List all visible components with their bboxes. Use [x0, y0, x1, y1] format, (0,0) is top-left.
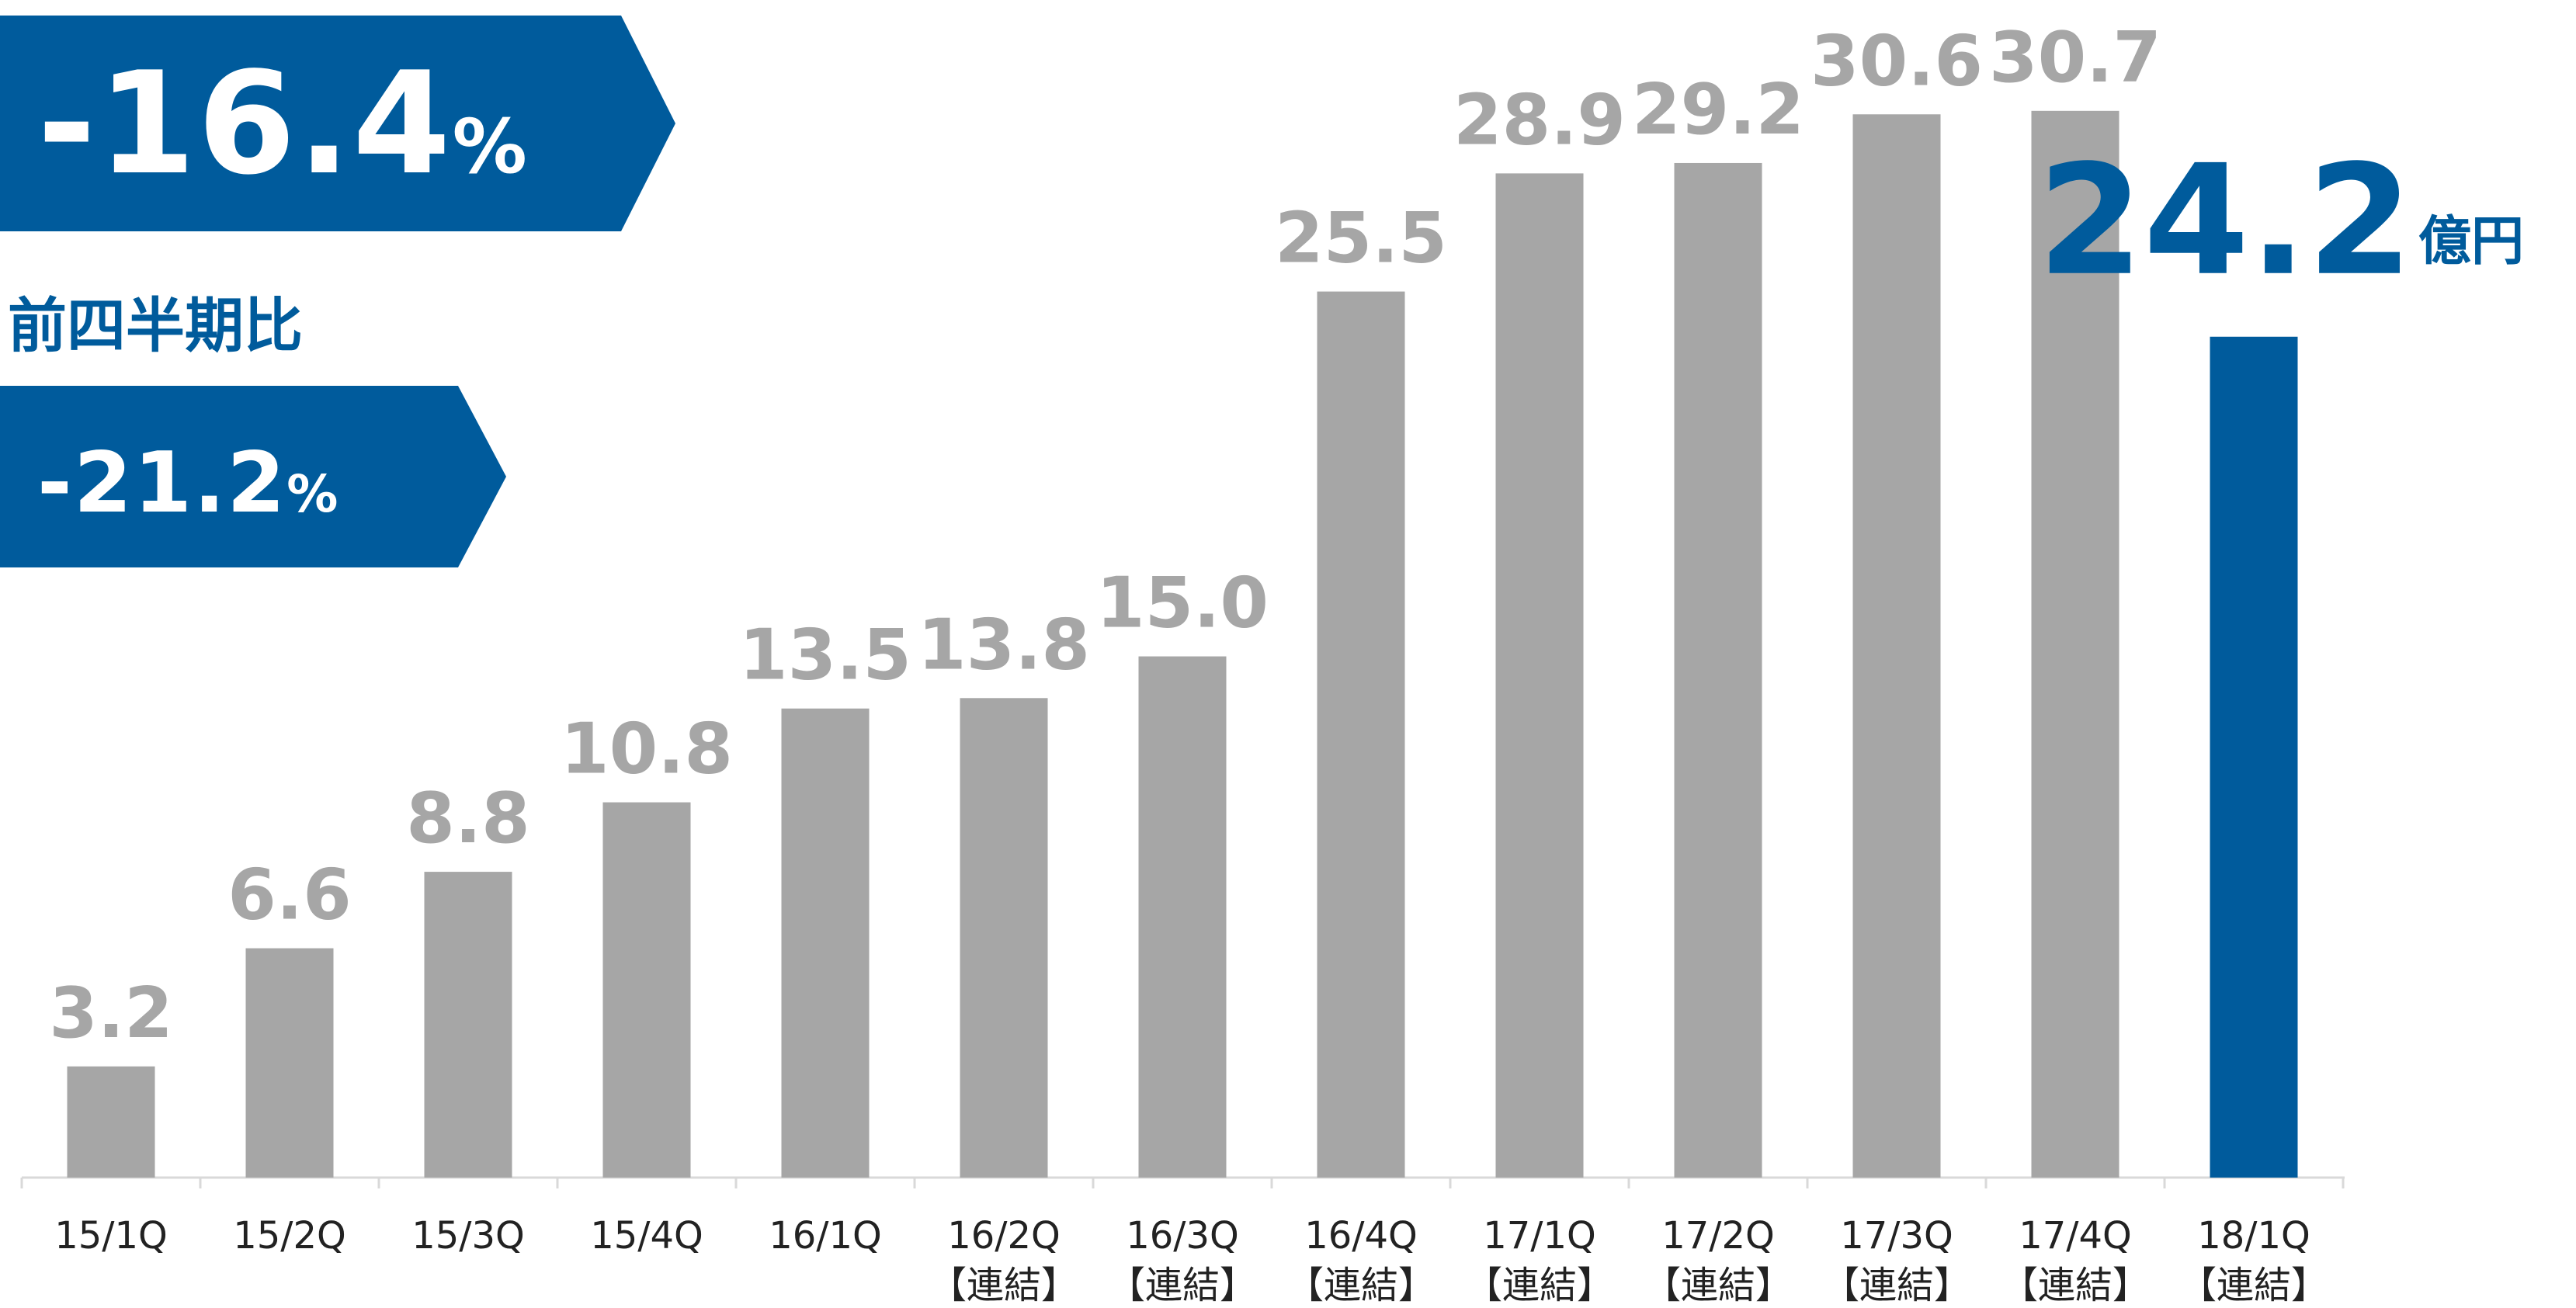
x-tick-label: 16/1Q: [769, 1214, 882, 1258]
bar: [781, 708, 870, 1178]
quarter-change-banner: -16.4%: [0, 16, 675, 231]
comparison-change-banner: -21.2%: [0, 386, 506, 567]
bar: [2210, 336, 2298, 1178]
comparison-label: 前四半期比: [8, 291, 303, 360]
bar-value-label: 10.8: [561, 709, 733, 790]
x-tick-label: 17/4Q: [2019, 1214, 2132, 1258]
bar-value-label: 30.6: [1810, 20, 1983, 102]
quarter-change-value-text: -16.4%: [37, 53, 529, 217]
x-tick-label: 15/4Q: [590, 1214, 703, 1258]
bar-value-label: 6.6: [227, 855, 351, 936]
x-tick-label: 17/3Q: [1840, 1214, 1953, 1258]
x-tick-label: 16/4Q: [1304, 1214, 1418, 1258]
bar-value-label: 29.2: [1632, 69, 1804, 151]
bar: [1317, 291, 1405, 1178]
bar-value-label: 28.9: [1453, 79, 1626, 161]
bar-value-label: 30.7: [1989, 17, 2161, 99]
x-tick-label-note: 【連結】: [1465, 1264, 1614, 1307]
bar-value-label: 24.2: [2037, 133, 2413, 310]
x-tick-label: 18/1Q: [2197, 1214, 2310, 1258]
bar: [1674, 162, 1762, 1178]
bar-value-label: 25.5: [1275, 198, 1447, 279]
bar-value-label: 15.0: [1096, 563, 1269, 644]
quarter-change-unit: %: [452, 103, 529, 190]
bar-value-label: 3.2: [49, 973, 172, 1054]
bar: [424, 872, 512, 1178]
bar: [602, 802, 691, 1178]
bar-value-label: 13.8: [918, 604, 1090, 685]
bar: [1138, 656, 1227, 1178]
x-tick-label: 15/3Q: [411, 1214, 525, 1258]
bar-value-unit: 億円: [2418, 211, 2524, 272]
bar: [960, 698, 1048, 1178]
x-tick-label-note: 【連結】: [1108, 1264, 1257, 1307]
quarter-change-value: -16.4: [37, 41, 453, 206]
bar: [2031, 110, 2119, 1178]
bar-value-label: 13.5: [739, 615, 911, 696]
x-tick-label: 15/1Q: [54, 1214, 168, 1258]
bar-value-label: 8.8: [406, 778, 529, 859]
x-tick-label-note: 【連結】: [1822, 1264, 1971, 1307]
comparison-change-value-text: -21.2%: [37, 442, 339, 536]
bar: [1495, 173, 1584, 1178]
x-tick-label-note: 【連結】: [2179, 1264, 2328, 1307]
comparison-change-value: -21.2: [37, 435, 287, 532]
x-tick-label: 17/2Q: [1661, 1214, 1775, 1258]
x-tick-label: 16/3Q: [1126, 1214, 1239, 1258]
x-tick-label: 17/1Q: [1483, 1214, 1596, 1258]
bar: [67, 1066, 155, 1178]
x-tick-label: 15/2Q: [233, 1214, 346, 1258]
x-tick-label: 16/2Q: [947, 1214, 1061, 1258]
x-tick-label-note: 【連結】: [1286, 1264, 1436, 1307]
x-tick-label-note: 【連結】: [929, 1264, 1078, 1307]
x-tick-label-note: 【連結】: [2001, 1264, 2150, 1307]
bar: [245, 948, 334, 1178]
comparison-change-unit: %: [286, 464, 340, 524]
bar: [1852, 114, 1941, 1178]
x-tick-label-note: 【連結】: [1644, 1264, 1793, 1307]
